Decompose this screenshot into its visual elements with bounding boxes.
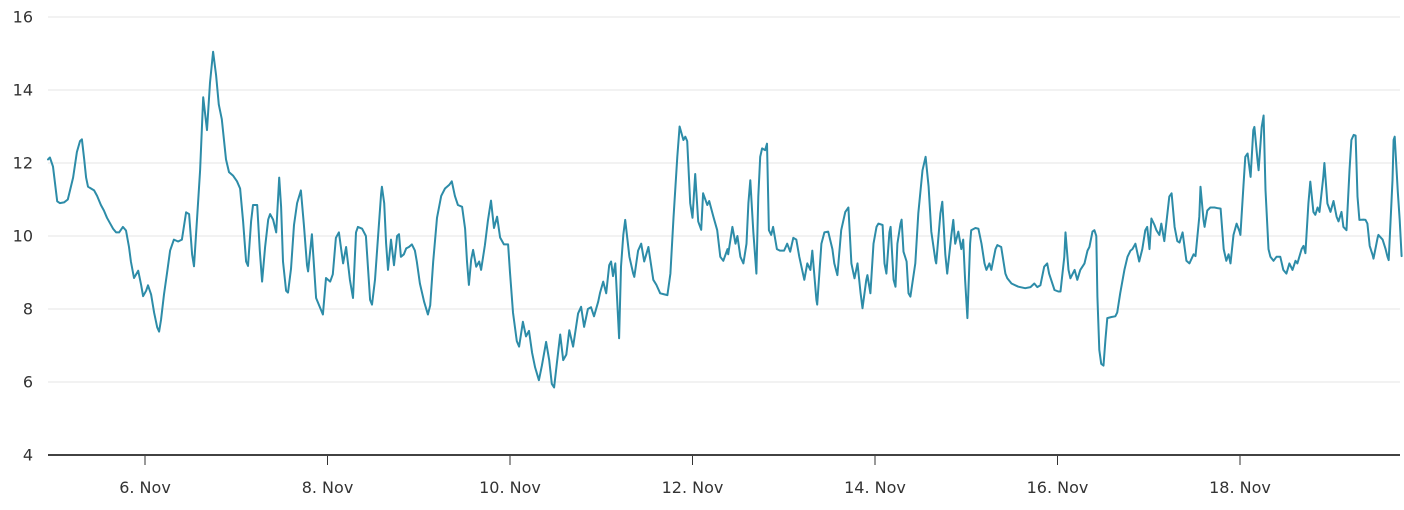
x-axis-label: 10. Nov: [479, 478, 541, 497]
y-axis-label: 4: [23, 446, 33, 465]
y-axis-label: 10: [13, 227, 33, 246]
series-line: [47, 50, 1403, 389]
x-axis-label: 6. Nov: [119, 478, 171, 497]
x-axis-label: 18. Nov: [1209, 478, 1271, 497]
y-axis-label: 12: [13, 154, 33, 173]
y-axis-label: 6: [23, 373, 33, 392]
y-axis-label: 16: [13, 8, 33, 27]
x-axis-label: 14. Nov: [844, 478, 906, 497]
y-axis-label: 14: [13, 81, 33, 100]
x-axis-label: 16. Nov: [1027, 478, 1089, 497]
x-axis-label: 8. Nov: [302, 478, 354, 497]
y-axis-label: 8: [23, 300, 33, 319]
x-axis-label: 12. Nov: [662, 478, 724, 497]
